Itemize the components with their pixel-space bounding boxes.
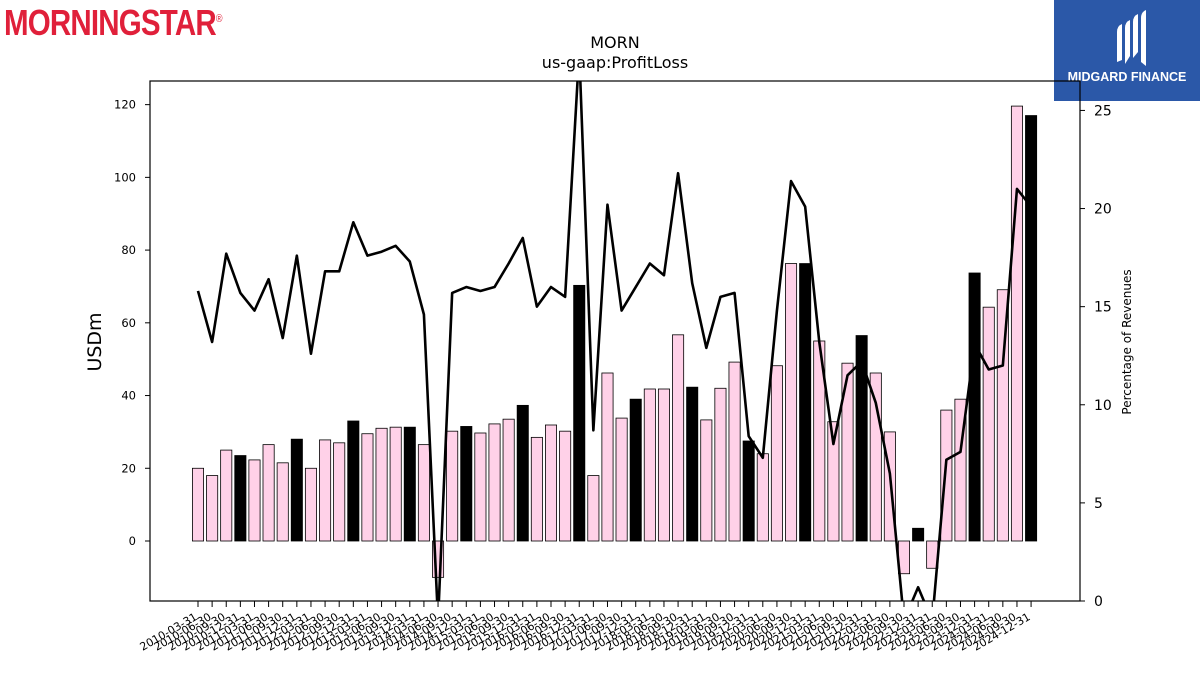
bar-2016-03-31 — [530, 436, 543, 542]
bar-2011-12-31 — [290, 438, 303, 542]
y2-tick-label-10: 10 — [1094, 398, 1112, 414]
midgard-finance-label: MIDGARD FINANCE — [1067, 70, 1187, 84]
y2-tick-label-25: 25 — [1094, 103, 1112, 119]
morningstar-logo-text: MORNINGSTAR — [4, 2, 217, 43]
y-tick-label-80: 80 — [121, 243, 136, 257]
bar-2017-12-31 — [629, 398, 642, 542]
y-axis-label: USDm — [84, 312, 106, 371]
bar-2023-09-30 — [954, 398, 967, 542]
bar-series — [191, 105, 1038, 578]
morningstar-logo: MORNINGSTAR® — [4, 2, 222, 44]
bar-2022-03-31 — [869, 372, 882, 542]
bar-2014-03-31 — [417, 444, 430, 542]
y-tick-label-0: 0 — [129, 534, 136, 548]
bar-2019-12-31 — [742, 440, 755, 542]
bar-2020-12-31 — [799, 263, 812, 542]
chart-subtitle: us-gaap:ProfitLoss — [542, 53, 688, 72]
bar-2024-06-30 — [996, 289, 1009, 542]
bar-2018-12-31 — [686, 386, 699, 542]
bar-2020-03-31 — [756, 453, 769, 542]
bar-2010-09-30 — [220, 449, 233, 542]
bar-2017-09-30 — [615, 417, 628, 542]
bar-2014-06-30 — [432, 540, 445, 578]
midgard-emblem-icon — [1117, 10, 1146, 66]
bar-2023-12-31 — [968, 272, 981, 542]
bar-2019-06-30 — [714, 387, 727, 542]
bar-2014-12-31 — [460, 426, 473, 542]
bar-2013-06-30 — [375, 427, 388, 542]
bar-2024-09-30 — [1010, 105, 1023, 542]
bar-2018-09-30 — [672, 334, 685, 542]
bar-2015-09-30 — [502, 418, 515, 542]
morningstar-registered-mark: ® — [215, 13, 223, 25]
bar-2013-03-31 — [361, 433, 374, 542]
bar-2015-06-30 — [488, 423, 501, 542]
bar-2022-12-31 — [912, 527, 925, 542]
y2-tick-label-20: 20 — [1094, 202, 1112, 218]
bar-2015-12-31 — [516, 404, 529, 542]
y2-tick-label-15: 15 — [1094, 300, 1112, 316]
bar-2012-12-31 — [347, 420, 360, 542]
bar-2010-03-31 — [191, 467, 204, 542]
bar-2017-06-30 — [601, 372, 614, 542]
percentage-line — [196, 81, 1033, 601]
y2-axis: 0 5 10 15 20 25 — [1080, 103, 1112, 610]
bar-2021-09-30 — [841, 362, 854, 542]
chart-title: MORN — [590, 33, 639, 52]
bar-2011-06-30 — [262, 444, 275, 542]
bar-2012-09-30 — [333, 442, 346, 542]
bar-2019-09-30 — [728, 361, 741, 542]
bar-2013-09-30 — [389, 426, 402, 542]
bar-2011-03-31 — [248, 459, 261, 542]
bar-2018-06-30 — [657, 388, 670, 542]
line-series — [196, 81, 1033, 601]
bar-2023-06-30 — [940, 409, 953, 542]
bar-2016-09-30 — [559, 430, 572, 542]
bar-2020-06-30 — [770, 365, 783, 542]
bar-2015-03-31 — [474, 432, 487, 542]
y2-axis-label: Percentage of Revenues — [1120, 269, 1134, 414]
y2-tick-label-0: 0 — [1094, 594, 1103, 610]
bar-2020-09-30 — [785, 263, 798, 542]
y-tick-label-120: 120 — [114, 98, 136, 112]
bar-2012-03-31 — [304, 467, 317, 542]
bar-2018-03-31 — [643, 388, 656, 542]
y2-tick-label-5: 5 — [1094, 496, 1103, 512]
x-axis: 2010-03-312010-06-302010-09-302010-12-31… — [138, 601, 1033, 654]
plot-frame — [149, 80, 1081, 602]
bar-2016-12-31 — [573, 284, 586, 542]
bar-2010-12-31 — [234, 455, 247, 542]
bar-2019-03-31 — [700, 419, 713, 542]
bar-2024-12-31 — [1025, 115, 1038, 542]
y-tick-label-60: 60 — [121, 316, 136, 330]
bar-2017-03-31 — [587, 475, 600, 542]
bar-2021-06-30 — [827, 421, 840, 542]
y-tick-label-20: 20 — [121, 461, 136, 475]
bar-2016-06-30 — [545, 424, 558, 542]
bar-2010-06-30 — [206, 475, 219, 542]
bar-2013-12-31 — [403, 426, 416, 542]
y-tick-label-100: 100 — [114, 170, 136, 184]
bar-2011-09-30 — [276, 462, 289, 542]
bar-2024-03-31 — [982, 306, 995, 542]
midgard-finance-logo: MIDGARD FINANCE — [1054, 0, 1200, 101]
y-tick-label-40: 40 — [121, 389, 136, 403]
bar-2014-09-30 — [446, 430, 459, 542]
bar-2021-12-31 — [855, 335, 868, 542]
y-axis: 0 20 40 60 80 100 120 — [114, 98, 150, 548]
bar-2012-06-30 — [319, 439, 332, 542]
